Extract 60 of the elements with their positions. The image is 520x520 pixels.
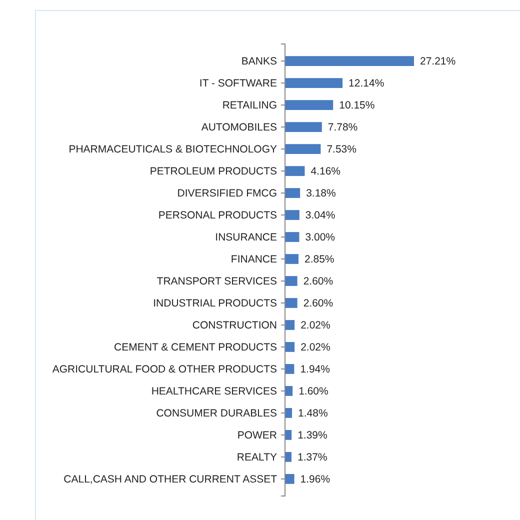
- y-tick-label: CONSTRUCTION: [192, 319, 277, 332]
- y-tick-label: AUTOMOBILES: [201, 121, 277, 134]
- bar: [285, 276, 298, 286]
- data-label: 1.48%: [298, 408, 328, 420]
- y-tick-label: CONSUMER DURABLES: [156, 407, 277, 420]
- y-tick-label: REALTY: [236, 451, 277, 464]
- y-tick-label: PHARMACEUTICALS & BIOTECHNOLOGY: [68, 143, 277, 156]
- y-tick-label: RETAILING: [222, 99, 277, 112]
- bar: [285, 298, 298, 308]
- data-label: 10.15%: [339, 100, 375, 112]
- bar: [285, 254, 299, 264]
- bar: [285, 232, 300, 242]
- bar: [285, 408, 292, 418]
- y-tick-label: INSURANCE: [215, 231, 277, 244]
- bar: [285, 166, 305, 176]
- y-tick-label: CEMENT & CEMENT PRODUCTS: [114, 341, 277, 354]
- data-label: 1.96%: [300, 474, 330, 486]
- data-label: 7.78%: [328, 122, 358, 134]
- data-label: 3.04%: [305, 210, 336, 222]
- bar: [285, 342, 295, 352]
- data-label: 2.85%: [304, 254, 334, 266]
- bar: [285, 210, 300, 220]
- bar: [285, 364, 294, 374]
- y-tick-label: TRANSPORT SERVICES: [156, 275, 277, 288]
- y-tick-label: AGRICULTURAL FOOD & OTHER PRODUCTS: [52, 363, 277, 376]
- y-tick-label: CALL,CASH AND OTHER CURRENT ASSET: [64, 473, 278, 486]
- bar: [285, 320, 295, 330]
- bar: [285, 474, 294, 484]
- y-tick-label: PETROLEUM PRODUCTS: [150, 165, 277, 178]
- bar: [285, 100, 334, 110]
- y-tick-label: DIVERSIFIED FMCG: [177, 187, 277, 200]
- bar: [285, 78, 343, 88]
- bar: [285, 56, 414, 66]
- bar: [285, 452, 292, 462]
- data-label: 4.16%: [310, 166, 341, 178]
- data-label: 12.14%: [348, 78, 384, 90]
- data-label: 1.60%: [298, 386, 328, 398]
- data-label: 7.53%: [326, 144, 356, 156]
- bar: [285, 122, 322, 132]
- y-tick-label: FINANCE: [230, 253, 277, 266]
- data-label: 2.60%: [303, 298, 334, 310]
- y-tick-label: BANKS: [241, 55, 277, 68]
- bar: [285, 430, 292, 440]
- y-tick-label: INDUSTRIAL PRODUCTS: [153, 297, 277, 310]
- data-label: 27.21%: [420, 56, 456, 68]
- bar: [285, 188, 300, 198]
- y-tick-label: PERSONAL PRODUCTS: [158, 209, 277, 222]
- data-label: 3.18%: [306, 188, 336, 200]
- y-tick-label: IT - SOFTWARE: [199, 77, 277, 90]
- y-tick-label: HEALTHCARE SERVICES: [151, 385, 277, 398]
- data-label: 2.02%: [300, 342, 330, 354]
- data-label: 1.39%: [298, 430, 328, 442]
- data-label: 2.60%: [303, 276, 334, 288]
- bar: [285, 386, 293, 396]
- data-label: 1.37%: [297, 452, 328, 464]
- data-label: 1.94%: [300, 364, 330, 376]
- data-label: 2.02%: [300, 320, 330, 332]
- y-tick-label: POWER: [237, 429, 278, 442]
- bar: [285, 144, 321, 154]
- data-label: 3.00%: [305, 232, 336, 244]
